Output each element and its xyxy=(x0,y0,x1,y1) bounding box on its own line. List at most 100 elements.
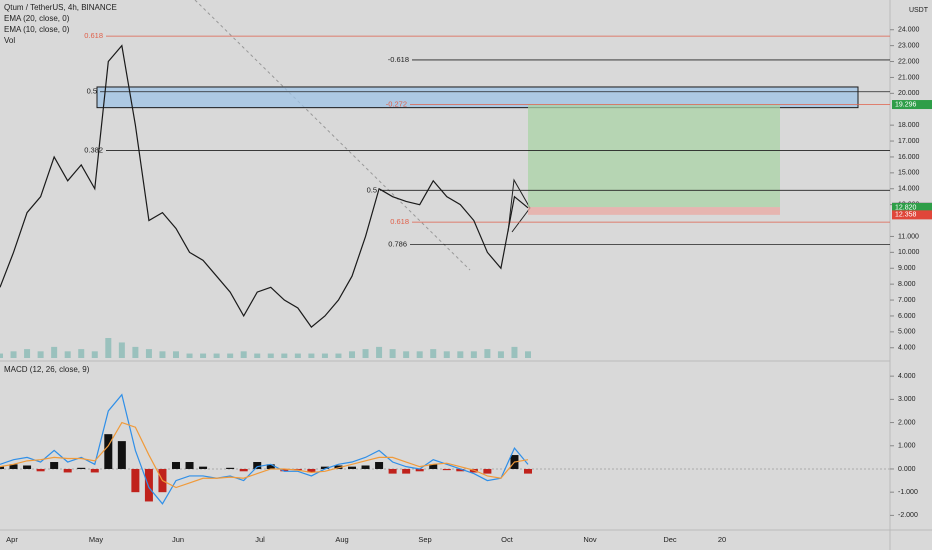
zone xyxy=(528,104,780,208)
volume-bar xyxy=(227,353,234,358)
y-tick-label: 9.000 xyxy=(898,265,916,272)
legend-entry: Vol xyxy=(4,36,15,45)
price-line xyxy=(0,393,529,505)
histogram-bar xyxy=(348,466,356,469)
legend-entry: EMA (20, close, 0) xyxy=(4,14,70,23)
x-tick-label: Sep xyxy=(418,535,431,544)
y-tick-label: 18.000 xyxy=(898,122,920,129)
x-tick-label: Oct xyxy=(501,535,514,544)
y-tick-label: 14.000 xyxy=(898,186,920,193)
volume-bar xyxy=(389,349,396,358)
y-tick-label: 17.000 xyxy=(898,138,920,145)
volume-bar xyxy=(294,353,301,358)
volume-bar xyxy=(281,353,288,358)
y-tick-label: -2.000 xyxy=(898,512,918,519)
histogram-bar xyxy=(131,468,140,493)
price-line xyxy=(0,421,529,489)
histogram-bar xyxy=(266,464,275,469)
volume-bar xyxy=(254,353,261,358)
triangle-drawing xyxy=(507,178,531,233)
fib-label: 0.618 xyxy=(390,217,409,226)
x-tick-label: Aug xyxy=(335,535,348,544)
histogram-bar xyxy=(117,441,126,469)
volume-bar xyxy=(173,351,179,358)
legend-entry: EMA (10, close, 0) xyxy=(4,25,70,34)
volume-bar xyxy=(470,351,477,358)
x-tick-label: Jul xyxy=(255,535,265,544)
volume-bar xyxy=(308,353,315,358)
histogram-bar xyxy=(172,462,180,469)
trend-line xyxy=(194,0,471,271)
y-tick-label: 6.000 xyxy=(898,313,916,320)
y-tick-label: 20.000 xyxy=(898,90,920,97)
fib-label: -0.272 xyxy=(386,100,407,109)
volume-bar xyxy=(200,353,207,358)
histogram-bar xyxy=(442,468,451,471)
plot: 4.000 5.000 6.000 7.000 8.000 9.000 10.000 11.0… xyxy=(0,27,932,544)
fib-label: 0.786 xyxy=(388,239,407,248)
histogram-bar xyxy=(185,462,194,469)
histogram-bar xyxy=(36,468,45,472)
histogram-bar xyxy=(253,462,262,469)
histogram-bar xyxy=(50,462,59,469)
volume-bar xyxy=(64,351,71,358)
histogram-bar xyxy=(9,464,18,469)
volume-bar xyxy=(321,353,328,358)
volume-bar xyxy=(362,349,369,358)
volume-bar xyxy=(118,342,125,358)
y-tick-label: 11.000 xyxy=(898,233,919,240)
histogram-bar xyxy=(239,468,248,472)
volume-bar xyxy=(213,353,220,358)
volume-bar xyxy=(484,349,491,358)
volume-bar xyxy=(497,351,504,358)
volume-bar xyxy=(240,351,247,358)
histogram-bar xyxy=(524,468,532,474)
histogram-bar xyxy=(63,468,72,473)
volume-bar xyxy=(525,351,531,358)
fib-label: -0.618 xyxy=(388,55,409,64)
histogram-bar xyxy=(375,462,384,469)
histogram-bar xyxy=(415,468,424,472)
histogram-bar xyxy=(104,434,113,469)
x-tick-label: 20 xyxy=(718,535,726,544)
histogram-bar xyxy=(483,468,492,474)
y-tick-label: 0.000 xyxy=(898,466,916,473)
volume-bar xyxy=(51,346,58,358)
volume-bar xyxy=(78,349,85,358)
histogram-bar xyxy=(388,468,397,474)
histogram-bar xyxy=(226,467,235,469)
histogram-bar xyxy=(23,465,32,469)
histogram-bar xyxy=(456,468,465,472)
histogram-bar xyxy=(429,464,438,469)
volume-bar xyxy=(186,353,193,358)
x-tick-label: Nov xyxy=(583,535,597,544)
x-tick-label: Jun xyxy=(172,535,184,544)
fib-label: 0.618 xyxy=(84,31,103,40)
volume-bar xyxy=(91,351,98,358)
volume-bar xyxy=(24,349,31,358)
fib-label: 0.5 xyxy=(87,87,97,96)
y-tick-label: 8.000 xyxy=(898,281,916,288)
volume-bar xyxy=(132,346,139,358)
volume-bar xyxy=(349,351,355,358)
volume-bar xyxy=(10,351,17,358)
y-tick-label: 4.000 xyxy=(898,373,916,380)
volume-bar xyxy=(403,351,410,358)
volume-bar xyxy=(267,353,274,358)
y-tick-label: -1.000 xyxy=(898,489,918,496)
price-tag-label: 12.358 xyxy=(895,212,917,219)
y-tick-label: 7.000 xyxy=(898,297,916,304)
y-tick-label: 10.000 xyxy=(898,249,920,256)
x-tick-label: Dec xyxy=(663,535,677,544)
symbol-title: Qtum / TetherUS, 4h, BINANCE xyxy=(4,3,117,12)
x-tick-label: May xyxy=(89,535,103,544)
histogram-bar xyxy=(144,468,153,502)
volume-bar xyxy=(511,346,518,358)
fib-label: 0.5 xyxy=(367,185,377,194)
volume-bar xyxy=(105,338,112,358)
price-tag-label: 19.296 xyxy=(895,101,917,108)
volume-bar xyxy=(443,351,450,358)
zone xyxy=(528,207,780,215)
price-tag-label: 12.820 xyxy=(895,204,917,211)
